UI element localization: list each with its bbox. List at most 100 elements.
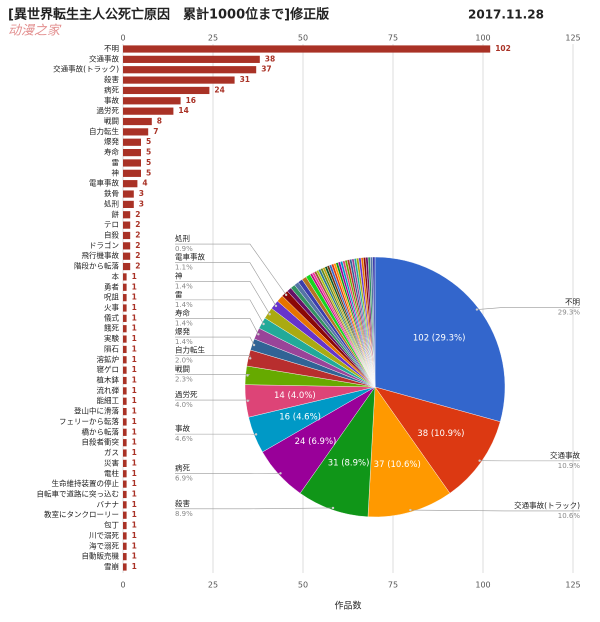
- value-label: 14: [178, 106, 188, 115]
- y-tick-label: 餅: [112, 209, 120, 219]
- bar: [123, 211, 131, 219]
- chart-date: 2017.11.28: [468, 8, 544, 22]
- leader-line: [175, 280, 270, 315]
- y-tick-label: 包丁: [104, 520, 119, 530]
- value-label: 1: [132, 386, 137, 395]
- bar: [123, 511, 127, 519]
- value-label: 1: [132, 282, 137, 291]
- value-label: 5: [146, 137, 151, 146]
- bar: [123, 387, 127, 395]
- bar: [123, 128, 149, 136]
- slice-percent: 6.9%: [175, 475, 193, 483]
- bar: [123, 138, 141, 146]
- value-label: 1: [132, 479, 137, 488]
- slice-percent: 2.3%: [175, 375, 193, 383]
- value-label: 5: [146, 158, 151, 167]
- slice-percent: 0.9%: [175, 245, 193, 253]
- value-label: 2: [135, 241, 140, 250]
- value-label: 1: [132, 334, 137, 343]
- leader-dot: [252, 343, 256, 347]
- bar: [123, 55, 260, 63]
- x-tick-label: 100: [475, 34, 490, 43]
- value-label: 1: [132, 344, 137, 353]
- value-label: 1: [132, 365, 137, 374]
- y-tick-label: 寿命: [104, 147, 119, 157]
- value-label: 1: [132, 293, 137, 302]
- value-label: 1: [132, 531, 137, 540]
- slice-percent: 1.4%: [175, 282, 193, 290]
- bar: [123, 221, 131, 229]
- bar: [123, 501, 127, 509]
- y-tick-label: 病死: [104, 84, 119, 94]
- bar: [123, 283, 127, 291]
- y-tick-label: 植木鉢: [97, 375, 120, 385]
- bar: [123, 366, 127, 374]
- value-label: 2: [135, 220, 140, 229]
- slice-label: 38 (10.9%): [417, 429, 464, 439]
- value-label: 1: [132, 562, 137, 571]
- bar: [123, 335, 127, 343]
- y-tick-label: 流れ弾: [97, 385, 120, 395]
- bar: [123, 66, 257, 74]
- y-tick-label: 神: [112, 167, 120, 177]
- y-tick-label: 勇者: [104, 282, 119, 291]
- y-tick-label: 雷: [112, 158, 120, 167]
- y-tick-label: 自殺: [104, 229, 119, 239]
- y-tick-label: 橋から転落: [82, 426, 120, 436]
- leader-line: [175, 299, 264, 325]
- bar: [123, 45, 491, 53]
- bar: [123, 159, 141, 167]
- slice-name: 殺害: [175, 498, 190, 508]
- y-tick-label: バナナ: [97, 500, 120, 509]
- bar: [123, 107, 174, 115]
- bar: [123, 252, 131, 260]
- value-label: 4: [142, 179, 147, 188]
- y-tick-label: 寝ゲロ: [97, 364, 120, 374]
- value-label: 2: [135, 230, 140, 239]
- slice-percent: 10.6%: [558, 512, 581, 520]
- slice-name: 不明: [565, 297, 580, 306]
- bar: [123, 470, 127, 478]
- value-label: 1: [132, 521, 137, 530]
- bar: [123, 356, 127, 364]
- y-tick-label: 本: [112, 271, 120, 281]
- y-tick-label: 災害: [104, 457, 119, 467]
- pie-slice: [372, 256, 376, 388]
- value-label: 1: [132, 427, 137, 436]
- y-tick-label: 電車事故: [89, 178, 119, 188]
- slice-label: 102 (29.3%): [413, 334, 466, 344]
- y-tick-label: 殺害: [104, 74, 119, 84]
- y-tick-label: 爆発: [104, 136, 119, 146]
- value-label: 1: [132, 272, 137, 281]
- leader-dot: [246, 374, 249, 377]
- leader-line: [410, 509, 580, 512]
- x-tick-label: 25: [208, 581, 218, 590]
- y-tick-label: 自力転生: [89, 126, 119, 136]
- leader-line: [175, 507, 334, 510]
- bar: [123, 86, 210, 95]
- chart-title: [異世界転生主人公死亡原因 累計1000位まで]修正版: [8, 7, 329, 23]
- bar: [123, 408, 127, 416]
- bar: [123, 262, 131, 271]
- x-tick-label: 125: [565, 34, 580, 43]
- pie-slice: [367, 386, 451, 518]
- value-label: 3: [139, 199, 144, 208]
- y-tick-label: 溶鉱炉: [97, 354, 120, 364]
- x-tick-label: 50: [298, 581, 308, 590]
- y-tick-label: 登山中に滑落: [74, 406, 119, 416]
- bar: [123, 117, 152, 126]
- y-tick-label: 電柱: [104, 468, 119, 478]
- value-label: 1: [132, 552, 137, 561]
- value-label: 1: [132, 458, 137, 467]
- bar: [123, 180, 138, 188]
- y-tick-label: 生命維持装置の停止: [52, 478, 120, 488]
- y-tick-label: 教室にタンクローリー: [44, 509, 119, 519]
- bar: [123, 200, 134, 208]
- y-tick-label: 処刑: [104, 198, 119, 208]
- leader-line: [175, 318, 259, 335]
- y-tick-label: 実験: [104, 333, 119, 343]
- x-tick-label: 75: [388, 581, 398, 590]
- value-label: 1: [132, 417, 137, 426]
- bar: [123, 304, 127, 312]
- slice-name: 過労死: [175, 389, 198, 399]
